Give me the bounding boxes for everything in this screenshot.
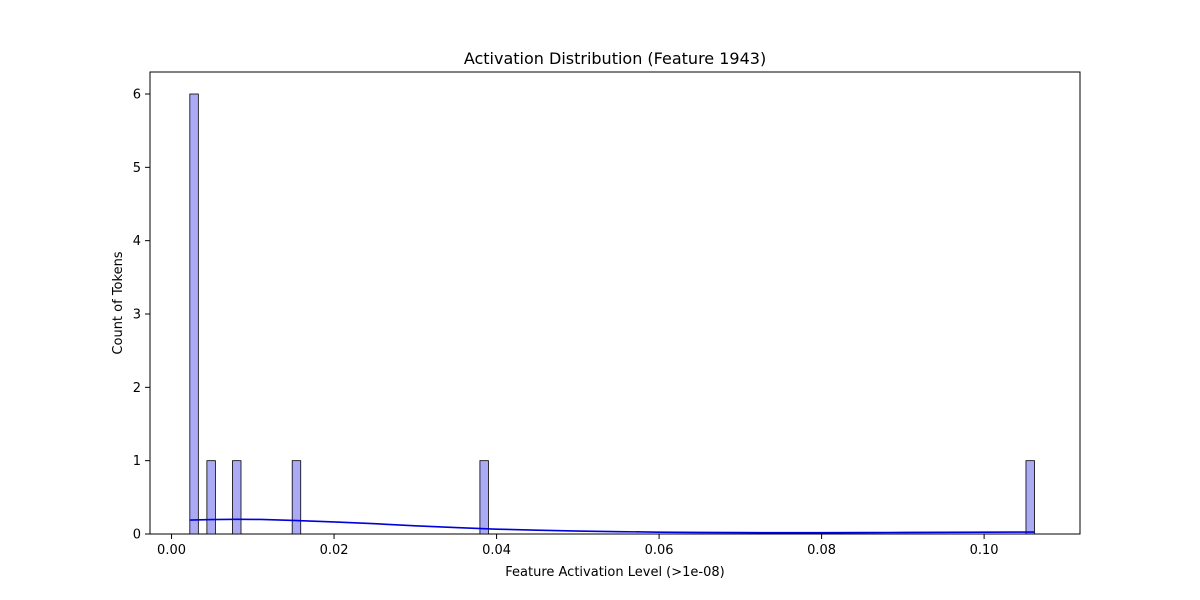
y-tick-label: 1 [133, 454, 141, 469]
chart-title: Activation Distribution (Feature 1943) [464, 49, 766, 68]
x-tick-label: 0.04 [482, 543, 511, 558]
x-tick-label: 0.08 [807, 543, 836, 558]
y-tick-label: 6 [133, 88, 141, 103]
x-tick-label: 0.10 [970, 543, 999, 558]
histogram-bar [291, 460, 302, 535]
y-tick-label: 2 [133, 381, 141, 396]
x-tick-label: 0.00 [157, 543, 186, 558]
bars-layer [189, 93, 1035, 535]
x-axis-ticks: 0.00 0.02 0.04 0.06 0.08 0.10 [157, 534, 999, 558]
x-axis-label: Feature Activation Level (>1e-08) [505, 565, 724, 580]
histogram-bar [479, 460, 489, 535]
kde-layer [189, 518, 1035, 534]
histogram-bar [1025, 460, 1035, 535]
y-axis-ticks: 0 1 2 3 4 5 6 [133, 88, 150, 543]
y-tick-label: 4 [133, 234, 141, 249]
y-tick-label: 0 [133, 528, 141, 543]
x-tick-label: 0.06 [645, 543, 674, 558]
histogram-bar [206, 460, 216, 535]
histogram-bar [189, 93, 199, 535]
x-tick-label: 0.02 [320, 543, 349, 558]
y-axis-label: Count of Tokens [111, 251, 126, 354]
y-tick-label: 5 [133, 161, 141, 176]
y-tick-label: 3 [133, 308, 141, 323]
histogram-bar [232, 460, 242, 535]
plot-area [149, 71, 1081, 535]
kde-curve [189, 518, 1035, 534]
